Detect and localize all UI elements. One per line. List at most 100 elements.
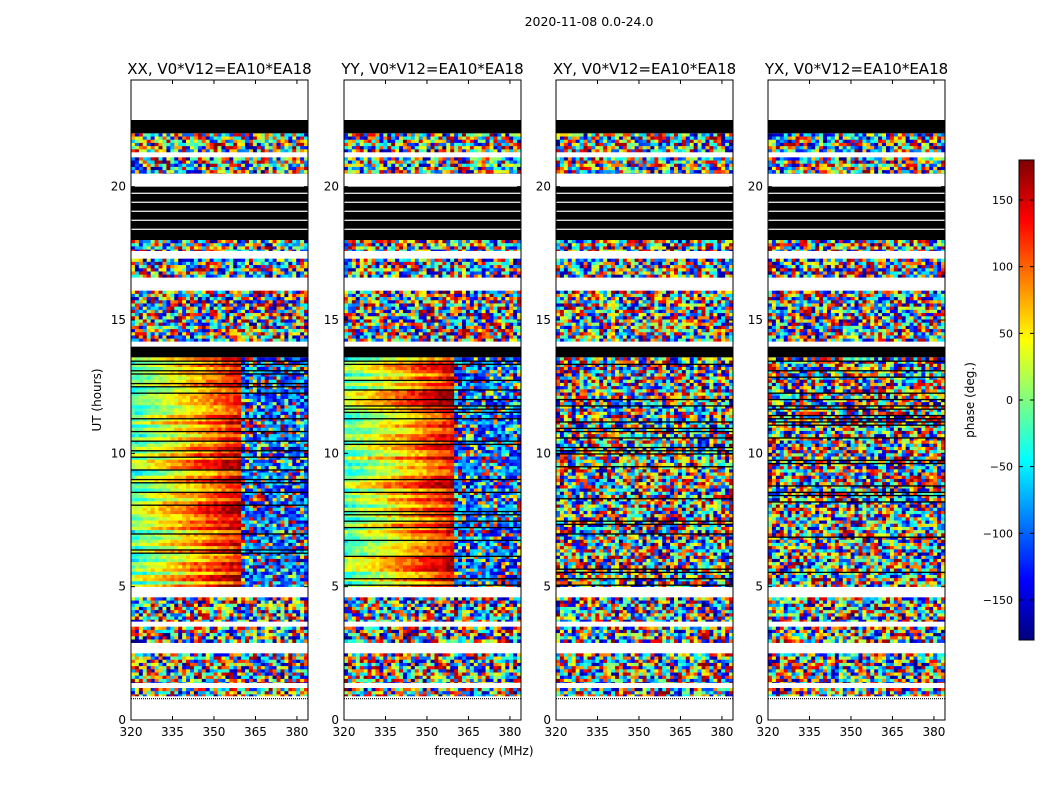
- phase-cell: [198, 601, 202, 605]
- phase-cell: [249, 613, 253, 617]
- phase-cell: [174, 653, 178, 657]
- phase-cell: [229, 607, 233, 611]
- phase-cell: [186, 357, 190, 361]
- phase-cell: [131, 604, 135, 608]
- phase-cell: [241, 682, 245, 683]
- phase-cell: [131, 679, 135, 683]
- phase-cell: [182, 613, 186, 617]
- phase-cell: [166, 610, 170, 614]
- phase-cell: [296, 636, 300, 640]
- phase-cell: [206, 691, 210, 695]
- phase-cell: [284, 676, 288, 680]
- phase-cell: [221, 660, 225, 664]
- phase-cell: [198, 630, 202, 634]
- phase-cell: [265, 694, 269, 696]
- phase-cell: [170, 613, 174, 617]
- phase-cell: [229, 601, 233, 605]
- phase-cell: [277, 607, 281, 611]
- phase-cell: [182, 657, 186, 661]
- phase-cell: [284, 633, 288, 637]
- phase-cell: [186, 688, 190, 692]
- phase-cell: [288, 691, 292, 695]
- phase-cell: [143, 669, 147, 673]
- phase-cell: [202, 636, 206, 640]
- phase-cell: [292, 367, 296, 371]
- phase-cell: [198, 666, 202, 670]
- phase-cell: [269, 627, 273, 631]
- phase-cell: [280, 630, 284, 634]
- phase-cell: [265, 597, 269, 601]
- phase-cell: [194, 630, 198, 634]
- phase-cell: [253, 679, 257, 683]
- phase-cell: [143, 663, 147, 667]
- phase-cell: [284, 660, 288, 664]
- phase-cell: [135, 688, 139, 692]
- phase-cell: [245, 633, 249, 637]
- phase-cell: [300, 601, 304, 605]
- phase-cell: [206, 620, 210, 622]
- phase-cell: [265, 682, 269, 683]
- phase-cell: [245, 688, 249, 692]
- phase-cell: [233, 663, 237, 667]
- phase-cell: [135, 633, 139, 637]
- phase-cell: [245, 653, 249, 657]
- phase-cell: [296, 597, 300, 601]
- phase-cell: [249, 597, 253, 601]
- phase-cell: [214, 653, 218, 657]
- phase-cell: [147, 694, 151, 696]
- phase-cell: [190, 597, 194, 601]
- phase-cell: [249, 633, 253, 637]
- phase-cell: [288, 639, 292, 643]
- phase-cell: [292, 636, 296, 640]
- phase-cell: [202, 607, 206, 611]
- phase-cell: [178, 617, 182, 621]
- phase-cell: [214, 367, 218, 371]
- phase-cell: [166, 627, 170, 631]
- phase-cell: [241, 663, 245, 667]
- phase-cell: [277, 613, 281, 617]
- phase-cell: [162, 657, 166, 661]
- phase-cell: [292, 607, 296, 611]
- phase-cell: [296, 676, 300, 680]
- phase-cell: [214, 607, 218, 611]
- phase-cell: [269, 617, 273, 621]
- phase-cell: [300, 639, 304, 643]
- phase-cell: [214, 688, 218, 692]
- phase-cell: [292, 669, 296, 673]
- phase-cell: [151, 367, 155, 371]
- phase-cell: [300, 688, 304, 692]
- phase-cell: [174, 688, 178, 692]
- phase-cell: [237, 653, 241, 657]
- phase-cell: [182, 633, 186, 637]
- phase-cell: [202, 627, 206, 631]
- phase-cell: [186, 604, 190, 608]
- phase-cell: [245, 610, 249, 614]
- phase-cell: [257, 367, 261, 371]
- phase-cell: [233, 688, 237, 692]
- phase-cell: [253, 604, 257, 608]
- phase-cell: [257, 610, 261, 614]
- phase-cell: [151, 663, 155, 667]
- phase-cell: [296, 601, 300, 605]
- phase-cell: [288, 357, 292, 361]
- phase-cell: [170, 610, 174, 614]
- phase-cell: [253, 630, 257, 634]
- phase-cell: [292, 613, 296, 617]
- phase-cell: [162, 613, 166, 617]
- phase-cell: [296, 604, 300, 608]
- phase-cell: [139, 673, 143, 677]
- phase-cell: [269, 666, 273, 670]
- phase-cell: [233, 607, 237, 611]
- phase-cell: [210, 694, 214, 696]
- phase-cell: [296, 620, 300, 622]
- phase-cell: [245, 663, 249, 667]
- phase-cell: [214, 666, 218, 670]
- phase-cell: [131, 601, 135, 605]
- phase-cell: [147, 607, 151, 611]
- phase-cell: [292, 639, 296, 643]
- phase-cell: [162, 630, 166, 634]
- phase-cell: [182, 676, 186, 680]
- phase-cell: [233, 610, 237, 614]
- phase-cell: [190, 691, 194, 695]
- phase-cell: [284, 627, 288, 631]
